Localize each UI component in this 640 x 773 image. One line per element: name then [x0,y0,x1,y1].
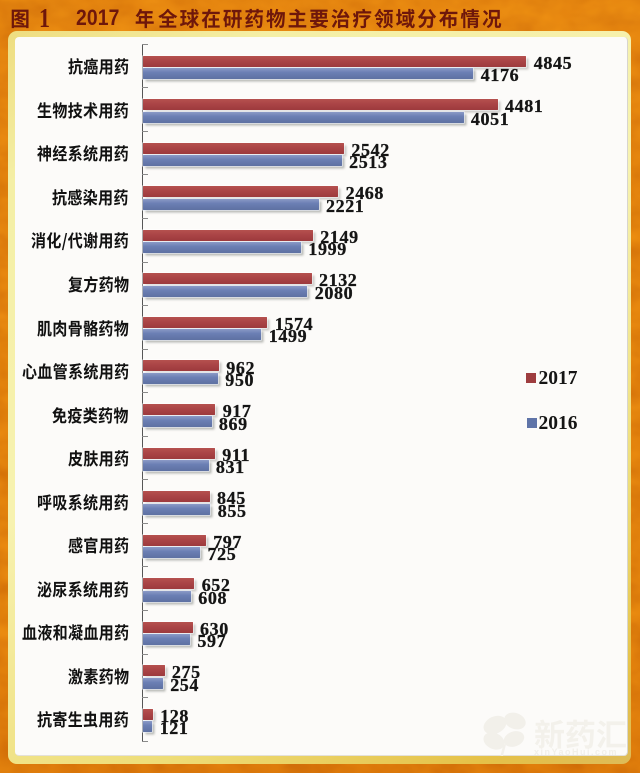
svg-text:xinYaoHui.com: xinYaoHui.com [534,747,618,756]
